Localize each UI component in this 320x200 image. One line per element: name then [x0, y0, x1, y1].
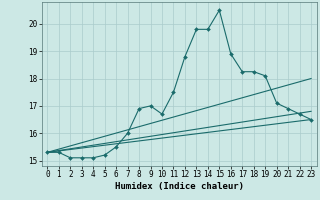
- X-axis label: Humidex (Indice chaleur): Humidex (Indice chaleur): [115, 182, 244, 191]
